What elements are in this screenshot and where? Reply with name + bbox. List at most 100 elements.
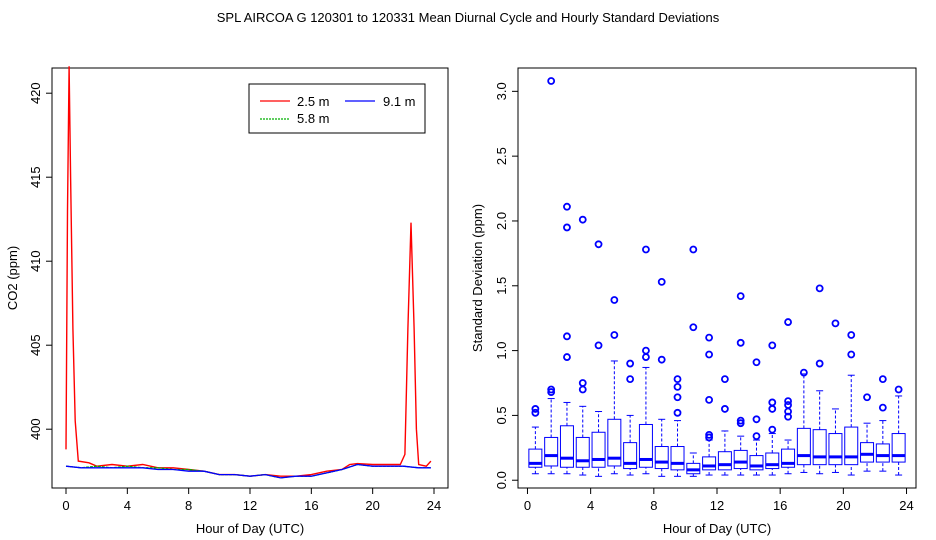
co2-x-tick-label: 20 <box>365 498 379 513</box>
box-iqr <box>844 426 859 466</box>
stddev-x-tick-label: 12 <box>710 498 724 513</box>
outlier-point <box>768 425 777 434</box>
co2-y-axis: 400 405 410 415 420 <box>28 82 52 440</box>
outlier-point <box>863 393 871 402</box>
outlier-point <box>547 385 556 394</box>
outlier-point <box>831 319 840 328</box>
co2-y-tick-label: 420 <box>28 82 43 104</box>
box-iqr <box>828 433 843 466</box>
box-hour-4-5 <box>591 240 606 477</box>
outlier-point <box>878 375 887 384</box>
co2-y-tick-label: 405 <box>28 334 43 356</box>
stddev-panel: 0 4 8 12 16 20 24 0.0 0.5 1.0 1.5 2.0 2.5 3.0 Hour o… <box>470 67 917 536</box>
outlier-point <box>563 202 571 211</box>
box-iqr <box>749 455 764 471</box>
outlier-point <box>815 284 824 293</box>
outlier-point <box>657 277 666 286</box>
outlier-point <box>815 359 824 368</box>
legend-label-5-8m: 5.8 m <box>297 111 330 126</box>
box-hour-17-5 <box>796 368 811 473</box>
outlier-point <box>705 433 714 442</box>
box-hour-7-5 <box>638 245 653 475</box>
box-hour-13-5 <box>733 292 748 476</box>
box-hour-18-5 <box>812 284 827 475</box>
outlier-point <box>894 385 903 394</box>
co2-x-tick-label: 24 <box>427 498 441 513</box>
outlier-point <box>563 332 571 341</box>
stddev-y-tick-label: 1.0 <box>494 342 509 360</box>
outlier-point <box>642 353 650 361</box>
outlier-point <box>768 405 777 413</box>
outlier-point <box>736 419 745 428</box>
box-hour-19-5 <box>828 319 843 473</box>
outlier-point <box>642 245 650 254</box>
outlier-point <box>847 350 856 359</box>
outlier-point <box>547 77 556 85</box>
outlier-point <box>531 405 540 413</box>
outlier-point <box>626 359 635 368</box>
box-hour-9-5 <box>670 375 685 477</box>
outlier-point <box>720 375 729 384</box>
co2-x-tick-label: 8 <box>185 498 192 513</box>
box-hour-2-5 <box>559 202 574 475</box>
outlier-point <box>768 398 777 407</box>
box-hour-22-5 <box>875 375 890 472</box>
box-hour-21-5 <box>860 393 875 472</box>
box-iqr <box>733 449 748 470</box>
box-iqr <box>654 446 669 470</box>
figure-title: SPL AIRCOA G 120301 to 120331 Mean Diurn… <box>217 10 720 25</box>
box-iqr <box>544 436 559 467</box>
stddev-plot-frame <box>517 67 917 489</box>
box-hour-23-5 <box>891 385 906 476</box>
outlier-point <box>736 292 745 301</box>
outlier-point <box>673 375 682 384</box>
outlier-point <box>594 240 603 249</box>
box-hour-0-5 <box>528 405 543 475</box>
outlier-point <box>705 395 714 404</box>
outlier-point <box>799 368 808 377</box>
co2-x-tick-label: 16 <box>304 498 318 513</box>
box-iqr <box>796 427 811 466</box>
box-hour-1-5 <box>544 77 559 475</box>
stddev-x-tick-label: 0 <box>524 498 531 513</box>
stddev-y-tick-label: 3.0 <box>494 82 509 100</box>
box-iqr <box>575 436 590 468</box>
stddev-x-tick-label: 4 <box>587 498 594 513</box>
outlier-point <box>705 333 714 342</box>
co2-x-axis: 0 4 8 12 16 20 24 <box>62 488 441 513</box>
box-iqr <box>591 431 606 468</box>
stddev-y-axis-label: Standard Deviation (ppm) <box>470 204 485 352</box>
legend: 2.5 m 5.8 m 9.1 m <box>248 83 426 134</box>
stddev-y-axis: 0.0 0.5 1.0 1.5 2.0 2.5 3.0 <box>494 82 518 489</box>
legend-label-2-5m: 2.5 m <box>297 94 330 109</box>
box-hour-6-5 <box>623 359 638 476</box>
outlier-point <box>689 245 698 254</box>
box-hour-16-5 <box>781 318 796 475</box>
co2-y-tick-label: 400 <box>28 418 43 440</box>
legend-label-9-1m: 9.1 m <box>383 94 416 109</box>
outlier-point <box>768 341 777 350</box>
stddev-x-axis-label: Hour of Day (UTC) <box>663 521 771 536</box>
outlier-point <box>847 331 856 339</box>
box-iqr <box>717 451 732 471</box>
stddev-x-tick-label: 20 <box>836 498 850 513</box>
co2-x-tick-label: 0 <box>62 498 69 513</box>
outlier-point <box>673 382 682 391</box>
box-iqr <box>875 443 890 463</box>
co2-y-tick-label: 410 <box>28 250 43 272</box>
outlier-point <box>736 338 745 347</box>
outlier-point <box>705 430 714 439</box>
stddev-boxplots <box>528 77 906 477</box>
legend-box <box>248 83 426 134</box>
outlier-point <box>563 353 571 361</box>
outlier-point <box>705 350 714 359</box>
box-iqr <box>891 433 906 463</box>
box-iqr <box>765 452 780 470</box>
outlier-point <box>642 346 650 355</box>
outlier-point <box>689 323 698 332</box>
outlier-point <box>578 385 587 394</box>
co2-series-lines <box>65 66 432 479</box>
outlier-point <box>673 408 682 417</box>
box-hour-15-5 <box>765 341 780 476</box>
box-hour-10-5 <box>686 245 701 477</box>
